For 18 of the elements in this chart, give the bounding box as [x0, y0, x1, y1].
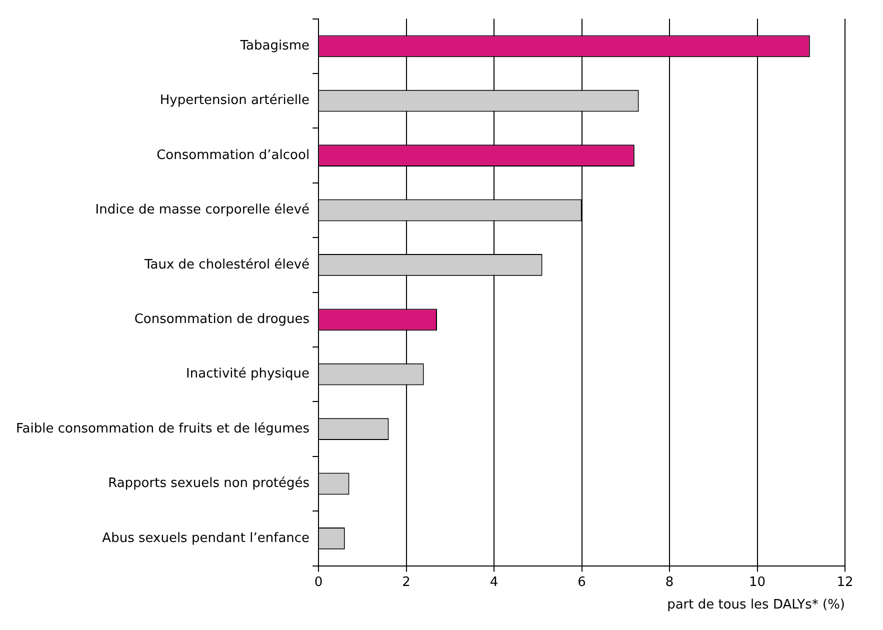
- y-tick-label: Consommation de drogues: [134, 312, 310, 328]
- x-tick-label: 6: [578, 574, 586, 590]
- y-tick-label: Tabagisme: [239, 38, 310, 54]
- x-tick-label: 0: [314, 574, 323, 590]
- x-axis-title: part de tous les DALYs* (%): [667, 598, 845, 613]
- y-tick-label: Taux de cholestérol élevé: [143, 257, 310, 272]
- y-tick-label: Hypertension artérielle: [160, 93, 310, 108]
- y-tick-label: Faible consommation de fruits et de légumes: [16, 421, 310, 436]
- y-tick-label: Abus sexuels pendant l’enfance: [102, 530, 310, 546]
- x-tick-label: 4: [490, 574, 498, 590]
- x-tick-label: 2: [402, 574, 410, 590]
- x-tick-label: 12: [836, 574, 854, 590]
- y-tick-label: Consommation d’alcool: [156, 148, 310, 163]
- y-tick-label: Rapports sexuels non protégés: [108, 476, 310, 492]
- y-tick-label: Indice de masse corporelle élevé: [95, 202, 310, 218]
- y-tick-label: Inactivité physique: [186, 366, 310, 382]
- x-tick-label: 8: [665, 574, 674, 590]
- x-tick-label: 10: [748, 574, 766, 590]
